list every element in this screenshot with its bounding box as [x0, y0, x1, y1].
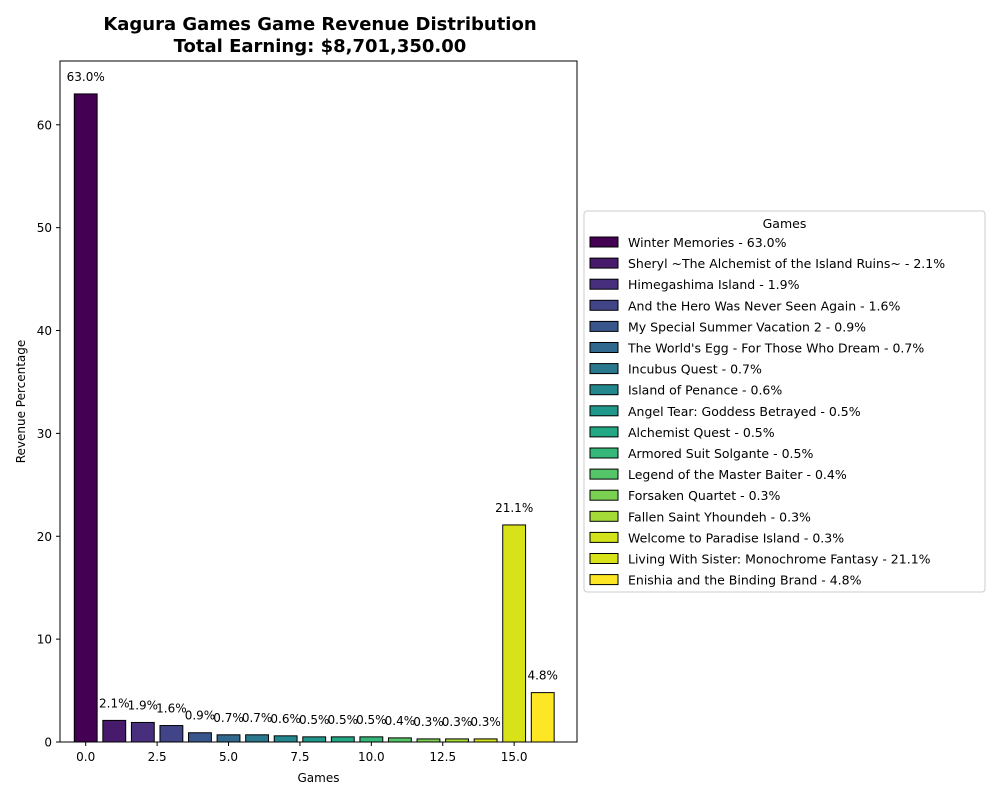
data-label-8: 0.5%	[299, 713, 330, 727]
legend-entry-15: Living With Sister: Monochrome Fantasy -…	[628, 552, 931, 567]
data-label-15: 21.1%	[495, 501, 533, 515]
legend-entry-7: Island of Penance - 0.6%	[628, 383, 782, 398]
bar-2	[130, 721, 155, 743]
y-tick-label: 60	[37, 118, 52, 132]
x-tick-label: 0.0	[76, 750, 95, 764]
legend-entry-16: Enishia and the Binding Brand - 4.8%	[628, 573, 862, 588]
x-axis-label: Games	[298, 771, 340, 785]
legend-entry-11: Legend of the Master Baiter - 0.4%	[628, 467, 847, 482]
plot-frame	[59, 60, 578, 743]
legend-swatch-8	[589, 405, 619, 417]
legend-title: Games	[763, 216, 807, 231]
bar-4	[188, 732, 212, 743]
data-label-13: 0.3%	[442, 715, 473, 729]
bar-9	[330, 736, 355, 743]
legend-swatch-16	[589, 574, 619, 586]
bar-1	[102, 719, 127, 743]
y-axis-ticks: 0 10 20 30 40 50 60	[37, 118, 60, 750]
legend-entry-6: Incubus Quest - 0.7%	[628, 362, 762, 377]
legend-entry-8: Angel Tear: Goddess Betrayed - 0.5%	[628, 404, 861, 419]
bar-5	[216, 734, 241, 743]
bar-16	[530, 692, 555, 743]
data-label-5: 0.7%	[213, 711, 244, 725]
legend-swatch-6	[589, 363, 619, 375]
data-label-6: 0.7%	[242, 711, 273, 725]
legend-swatch-13	[589, 510, 619, 522]
y-tick-label: 50	[37, 221, 52, 235]
data-label-12: 0.3%	[413, 715, 444, 729]
bar-15	[502, 524, 527, 743]
legend: Games Winter Memories - 63.0% Sheryl ~The…	[583, 210, 986, 593]
y-tick-label: 40	[37, 324, 52, 338]
data-labels-layer: 63.0%2.1%1.9%1.6%0.9%0.7%0.7%0.6%0.5%0.5…	[67, 70, 558, 729]
y-tick-label: 20	[37, 530, 52, 544]
bar-10	[359, 736, 384, 743]
legend-swatch-5	[589, 342, 619, 353]
legend-items: Winter Memories - 63.0% Sheryl ~The Alche…	[589, 235, 945, 588]
legend-entry-4: My Special Summer Vacation 2 - 0.9%	[628, 319, 866, 334]
legend-entry-2: Himegashima Island - 1.9%	[628, 277, 800, 292]
legend-entry-14: Welcome to Paradise Island - 0.3%	[628, 530, 844, 545]
legend-entry-5: The World's Egg - For Those Who Dream - …	[627, 341, 924, 356]
data-label-3: 1.6%	[156, 702, 187, 716]
legend-swatch-12	[589, 489, 619, 501]
bars-layer	[73, 93, 555, 743]
bar-3	[159, 725, 184, 743]
y-tick-label: 10	[37, 633, 52, 647]
legend-swatch-3	[589, 299, 619, 311]
legend-entry-0: Winter Memories - 63.0%	[628, 235, 787, 250]
data-label-11: 0.4%	[385, 714, 416, 728]
legend-entry-10: Armored Suit Solgante - 0.5%	[628, 446, 813, 461]
data-label-4: 0.9%	[185, 709, 216, 723]
legend-swatch-9	[589, 426, 619, 438]
legend-entry-13: Fallen Saint Yhoundeh - 0.3%	[628, 509, 811, 524]
y-tick-label: 0	[44, 736, 52, 750]
legend-swatch-2	[589, 278, 619, 290]
chart-title-line-1: Kagura Games Game Revenue Distribution	[103, 14, 536, 35]
data-label-9: 0.5%	[328, 713, 359, 727]
data-label-14: 0.3%	[470, 715, 501, 729]
x-axis-ticks: 0.0 2.5 5.0 7.5 10.0 12.5 15.0	[76, 742, 528, 764]
legend-swatch-11	[589, 468, 619, 480]
legend-box	[583, 210, 986, 593]
data-label-16: 4.8%	[527, 669, 558, 683]
data-label-7: 0.6%	[270, 712, 301, 726]
chart-title-line-2: Total Earning: $8,701,350.00	[174, 36, 467, 57]
bar-8	[302, 736, 327, 743]
legend-entry-3: And the Hero Was Never Seen Again - 1.6%	[628, 298, 900, 313]
data-label-2: 1.9%	[128, 698, 159, 712]
legend-swatch-14	[589, 531, 619, 543]
bar-0	[73, 93, 98, 743]
x-tick-label: 2.5	[148, 750, 167, 764]
legend-swatch-15	[589, 553, 619, 564]
x-tick-label: 7.5	[290, 750, 309, 764]
bar-11	[387, 737, 412, 743]
y-axis-label: Revenue Percentage	[14, 340, 28, 464]
data-label-0: 63.0%	[67, 70, 105, 84]
legend-swatch-10	[589, 447, 619, 459]
legend-swatch-7	[589, 384, 619, 396]
x-tick-label: 5.0	[219, 750, 238, 764]
data-label-10: 0.5%	[356, 713, 387, 727]
x-tick-label: 15.0	[501, 750, 528, 764]
legend-swatch-0	[589, 236, 619, 248]
legend-entry-12: Forsaken Quartet - 0.3%	[628, 488, 780, 503]
legend-swatch-4	[589, 320, 619, 332]
bar-7	[273, 735, 298, 743]
x-tick-label: 12.5	[429, 750, 456, 764]
legend-swatch-1	[589, 257, 619, 269]
y-tick-label: 30	[37, 427, 52, 441]
legend-entry-1: Sheryl ~The Alchemist of the Island Ruin…	[628, 256, 945, 271]
legend-entry-9: Alchemist Quest - 0.5%	[628, 425, 775, 440]
data-label-1: 2.1%	[99, 696, 130, 710]
x-tick-label: 10.0	[358, 750, 385, 764]
bar-6	[245, 734, 270, 743]
